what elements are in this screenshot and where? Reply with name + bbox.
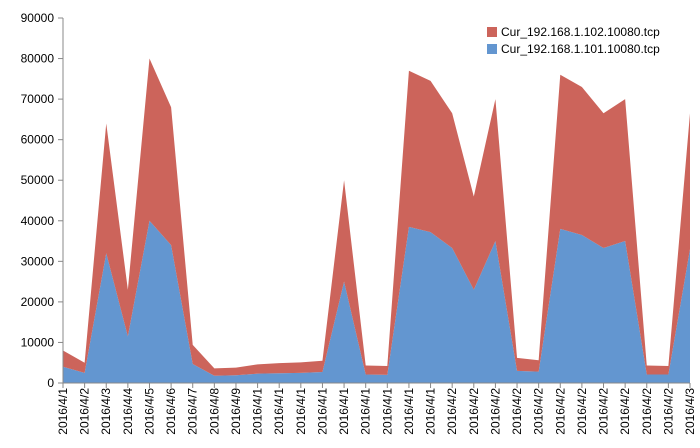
legend-label: Cur_192.168.1.102.10080.tcp bbox=[501, 25, 660, 39]
y-tick-label: 80000 bbox=[21, 52, 55, 66]
y-tick-label: 60000 bbox=[21, 133, 55, 147]
x-tick-label: 2016/4/3 bbox=[683, 388, 697, 435]
y-tick-label: 30000 bbox=[21, 254, 55, 268]
area bbox=[63, 58, 690, 376]
x-tick-label: 2016/4/1 bbox=[424, 388, 438, 435]
x-tick-label: 2016/4/2 bbox=[78, 388, 92, 435]
x-tick-label: 2016/4/1 bbox=[272, 388, 286, 435]
x-tick-label: 2016/4/1 bbox=[380, 388, 394, 435]
legend-label: Cur_192.168.1.101.10080.tcp bbox=[501, 42, 660, 56]
y-tick-label: 70000 bbox=[21, 92, 55, 106]
x-tick-label: 2016/4/1 bbox=[402, 388, 416, 435]
x-tick-label: 2016/4/1 bbox=[294, 388, 308, 435]
y-tick-label: 0 bbox=[47, 376, 54, 390]
area bbox=[63, 220, 690, 383]
x-tick-label: 2016/4/8 bbox=[207, 388, 221, 435]
y-tick-label: 10000 bbox=[21, 335, 55, 349]
x-tick-label: 2016/4/6 bbox=[164, 388, 178, 435]
x-tick-label: 2016/4/9 bbox=[229, 388, 243, 435]
x-tick-label: 2016/4/2 bbox=[597, 388, 611, 435]
y-tick-label: 20000 bbox=[21, 295, 55, 309]
x-tick-label: 2016/4/1 bbox=[337, 388, 351, 435]
x-tick-label: 2016/4/2 bbox=[467, 388, 481, 435]
x-tick-label: 2016/4/4 bbox=[121, 388, 135, 435]
x-tick-label: 2016/4/1 bbox=[56, 388, 70, 435]
x-tick-label: 2016/4/2 bbox=[661, 388, 675, 435]
x-tick-label: 2016/4/2 bbox=[553, 388, 567, 435]
x-tick-label: 2016/4/1 bbox=[315, 388, 329, 435]
x-tick-label: 2016/4/1 bbox=[251, 388, 265, 435]
x-tick-label: 2016/4/5 bbox=[142, 388, 156, 435]
legend-swatch bbox=[487, 27, 497, 37]
x-tick-label: 2016/4/7 bbox=[186, 388, 200, 435]
x-tick-label: 2016/4/2 bbox=[445, 388, 459, 435]
y-tick-label: 40000 bbox=[21, 214, 55, 228]
x-tick-label: 2016/4/3 bbox=[99, 388, 113, 435]
x-tick-label: 2016/4/2 bbox=[488, 388, 502, 435]
x-tick-label: 2016/4/1 bbox=[359, 388, 373, 435]
x-tick-label: 2016/4/2 bbox=[510, 388, 524, 435]
legend-swatch bbox=[487, 44, 497, 54]
y-tick-label: 50000 bbox=[21, 173, 55, 187]
x-tick-label: 2016/4/2 bbox=[640, 388, 654, 435]
x-tick-label: 2016/4/2 bbox=[575, 388, 589, 435]
x-tick-label: 2016/4/2 bbox=[618, 388, 632, 435]
y-tick-label: 90000 bbox=[21, 11, 55, 25]
x-tick-label: 2016/4/2 bbox=[532, 388, 546, 435]
